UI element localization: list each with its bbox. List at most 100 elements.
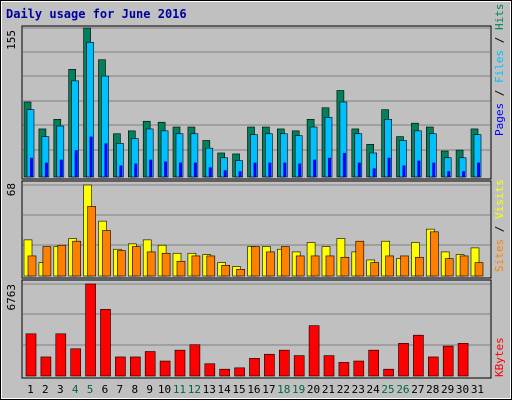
bar-pages [357,162,361,177]
y-max-label: 68 [5,183,18,196]
legend-entry: / [493,83,506,103]
bar-sites [87,206,96,277]
bar-pages [298,163,302,177]
bar-kbytes [25,333,37,377]
bar-sites [176,260,186,277]
bar-kbytes [383,368,394,377]
bar-pages [74,150,78,177]
bar-sites [444,258,454,277]
x-tick-label: 29 [441,383,454,396]
bar-sites [310,255,320,277]
bar-pages [402,165,406,177]
x-tick-label: 30 [456,383,469,396]
bar-sites [266,251,275,277]
bar-pages [283,162,287,177]
bar-kbytes [55,333,67,377]
x-tick-label: 24 [367,383,381,396]
bar-kbytes [264,353,275,377]
legend-entry: / [493,219,506,239]
x-tick-label: 4 [72,383,79,396]
bar-pages [313,159,317,177]
x-tick-label: 21 [322,383,335,396]
bar-pages [417,160,421,177]
right-legend-label: KBytes [493,337,506,377]
bar-kbytes [40,356,52,377]
bar-sites [27,255,37,277]
x-tick-label: 16 [247,383,260,396]
right-legend-label: Sites / Visits [493,179,506,272]
bar-pages [30,157,33,177]
bar-pages [447,171,451,177]
bar-pages [253,162,257,177]
x-tick-label: 12 [188,383,201,396]
x-tick-label: 3 [57,383,64,396]
x-tick-label: 31 [471,383,484,396]
bar-kbytes [100,309,111,377]
x-tick-label: 25 [381,383,394,396]
bar-kbytes [353,360,365,377]
bar-kbytes [368,349,380,377]
x-tick-label: 10 [158,383,171,396]
bar-kbytes [70,348,81,377]
bar-sites [57,244,67,277]
bar-kbytes [442,345,454,377]
bar-kbytes [457,343,469,377]
x-tick-label: 6 [102,383,109,396]
bar-kbytes [293,355,305,377]
bar-kbytes [159,360,171,377]
bar-sites [325,255,335,277]
x-tick-label: 28 [426,383,439,396]
bar-sites [415,256,424,277]
chart-bevel [1,1,511,399]
bar-kbytes [219,368,230,377]
bar-kbytes [413,334,424,377]
x-tick-label: 19 [292,383,305,396]
bar-sites [42,246,52,277]
bar-kbytes [427,356,439,377]
bar-kbytes [249,358,260,377]
bar-kbytes [278,349,290,377]
bar-pages [59,159,63,177]
bar-sites [370,262,380,277]
x-tick-label: 26 [396,383,409,396]
bar-pages [119,165,123,177]
bar-pages [477,162,480,177]
bar-sites [385,255,394,277]
bar-sites [191,255,201,277]
bar-sites [117,250,126,277]
x-tick-label: 14 [218,383,232,396]
bar-sites [236,269,245,277]
x-tick-label: 1 [27,383,34,396]
bar-pages [342,152,346,177]
y-max-label: 6763 [5,284,18,311]
legend-entry: Files [493,50,506,83]
legend-entry: / [493,30,506,50]
bar-sites [221,264,230,277]
bar-sites [340,256,350,277]
bar-pages [223,170,227,177]
bar-kbytes [398,343,409,377]
bar-kbytes [308,325,320,377]
bars [23,27,484,377]
bar-pages [134,163,138,177]
bar-pages [208,167,212,177]
x-tick-label: 23 [352,383,365,396]
bar-sites [429,231,439,277]
bar-pages [372,168,376,177]
bar-sites [132,246,141,277]
right-legend-label: Pages / Files / Hits [493,4,506,137]
bar-pages [268,162,272,177]
bar-pages [89,136,93,177]
bar-sites [474,262,484,277]
legend-entry: Sites [493,239,506,272]
bar-pages [104,143,108,177]
bar-pages [238,171,242,177]
x-tick-label: 7 [117,383,124,396]
bar-sites [72,240,81,277]
legend-entry: Hits [493,4,506,31]
bar-kbytes [115,356,126,377]
legend-entry: Pages [493,103,506,136]
x-tick-label: 17 [262,383,275,396]
